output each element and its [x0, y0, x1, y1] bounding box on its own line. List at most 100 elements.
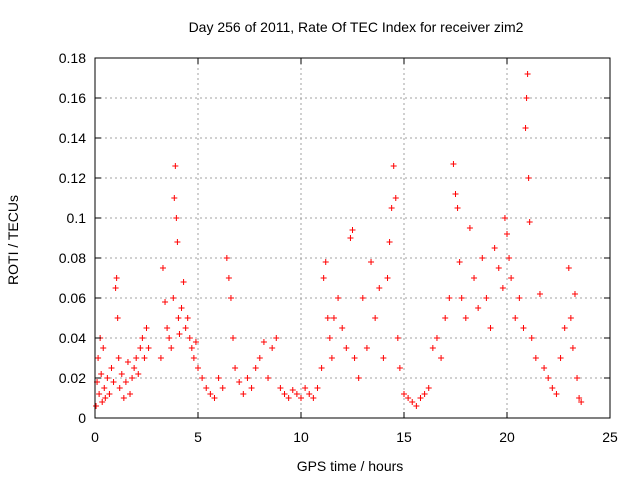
data-point	[320, 275, 327, 281]
data-point	[394, 335, 401, 341]
data-point	[141, 355, 148, 361]
y-tick-label: 0.18	[59, 50, 86, 66]
data-point	[318, 365, 325, 371]
data-point	[380, 355, 387, 361]
data-point	[137, 345, 144, 351]
data-point	[495, 265, 502, 271]
data-point	[139, 335, 146, 341]
data-point	[289, 387, 296, 393]
data-point	[442, 315, 449, 321]
data-point	[188, 345, 195, 351]
data-point	[102, 395, 109, 401]
data-point	[211, 395, 218, 401]
data-point	[483, 295, 490, 301]
data-point	[219, 385, 226, 391]
data-point	[429, 345, 436, 351]
data-point	[106, 391, 113, 397]
data-point	[131, 365, 138, 371]
data-point	[491, 245, 498, 251]
data-point	[522, 125, 529, 131]
data-point	[171, 195, 178, 201]
data-point	[115, 355, 122, 361]
data-point	[173, 215, 180, 221]
data-point	[388, 205, 395, 211]
data-point	[172, 163, 179, 169]
data-point	[326, 335, 333, 341]
data-point	[553, 391, 560, 397]
data-point	[143, 325, 150, 331]
x-tick-label: 25	[602, 429, 618, 445]
y-tick-label: 0.02	[59, 370, 86, 386]
data-point	[351, 355, 358, 361]
grid-lines	[95, 58, 610, 418]
data-point	[343, 345, 350, 351]
data-point	[339, 325, 346, 331]
data-point	[110, 379, 117, 385]
data-point	[176, 331, 183, 337]
data-point	[433, 335, 440, 341]
y-tick-label: 0.08	[59, 250, 86, 266]
data-point	[466, 225, 473, 231]
data-point	[199, 375, 206, 381]
data-point	[174, 239, 181, 245]
data-point	[349, 227, 356, 233]
y-tick-label: 0.04	[59, 330, 86, 346]
data-point	[127, 391, 134, 397]
data-point	[456, 259, 463, 265]
data-point	[269, 345, 276, 351]
data-point	[487, 325, 494, 331]
data-point	[93, 403, 100, 409]
data-point	[450, 161, 457, 167]
data-point	[232, 365, 239, 371]
data-point	[452, 191, 459, 197]
data-point	[384, 275, 391, 281]
data-point	[405, 395, 412, 401]
x-tick-label: 5	[194, 429, 202, 445]
data-point	[162, 299, 169, 305]
data-point	[386, 239, 393, 245]
data-point	[168, 345, 175, 351]
y-axis-label: ROTI / TECUs	[5, 195, 21, 285]
data-point	[324, 315, 331, 321]
data-point	[578, 399, 585, 405]
data-point	[425, 385, 432, 391]
data-point	[504, 231, 510, 237]
data-point	[190, 355, 197, 361]
x-tick-label: 20	[499, 429, 515, 445]
data-point	[508, 275, 515, 281]
data-point	[322, 259, 329, 265]
data-point	[122, 379, 129, 385]
x-axis-label: GPS time / hours	[297, 458, 404, 474]
data-point	[549, 385, 556, 391]
data-point	[571, 291, 578, 297]
data-point	[236, 379, 243, 385]
data-point	[392, 195, 399, 201]
data-point	[223, 255, 230, 261]
data-point	[129, 375, 136, 381]
data-point	[565, 265, 572, 271]
data-point	[164, 325, 171, 331]
data-point	[528, 335, 535, 341]
data-point	[215, 375, 222, 381]
x-tick-label: 0	[91, 429, 99, 445]
data-point	[390, 163, 397, 169]
data-point	[536, 291, 543, 297]
x-tick-label: 15	[396, 429, 412, 445]
data-point	[252, 365, 259, 371]
axis-ticks: 0 0.02 0.04 0.06 0.08 0.1 0.12 0.14 0.16 0.18 0 5 10…	[59, 50, 618, 445]
chart-title: Day 256 of 2011, Rate Of TEC Index for r…	[189, 19, 524, 35]
data-point	[120, 395, 127, 401]
data-point	[471, 275, 478, 281]
data-point	[265, 375, 272, 381]
data-point	[104, 375, 111, 381]
data-point	[330, 315, 337, 321]
y-tick-label: 0.16	[59, 90, 86, 106]
data-point	[293, 391, 300, 397]
data-point	[225, 275, 232, 281]
data-point	[576, 395, 583, 401]
data-point	[186, 335, 193, 341]
y-tick-label: 0.14	[59, 130, 86, 146]
data-point	[101, 385, 108, 391]
data-point	[524, 71, 531, 77]
data-point	[454, 205, 461, 211]
